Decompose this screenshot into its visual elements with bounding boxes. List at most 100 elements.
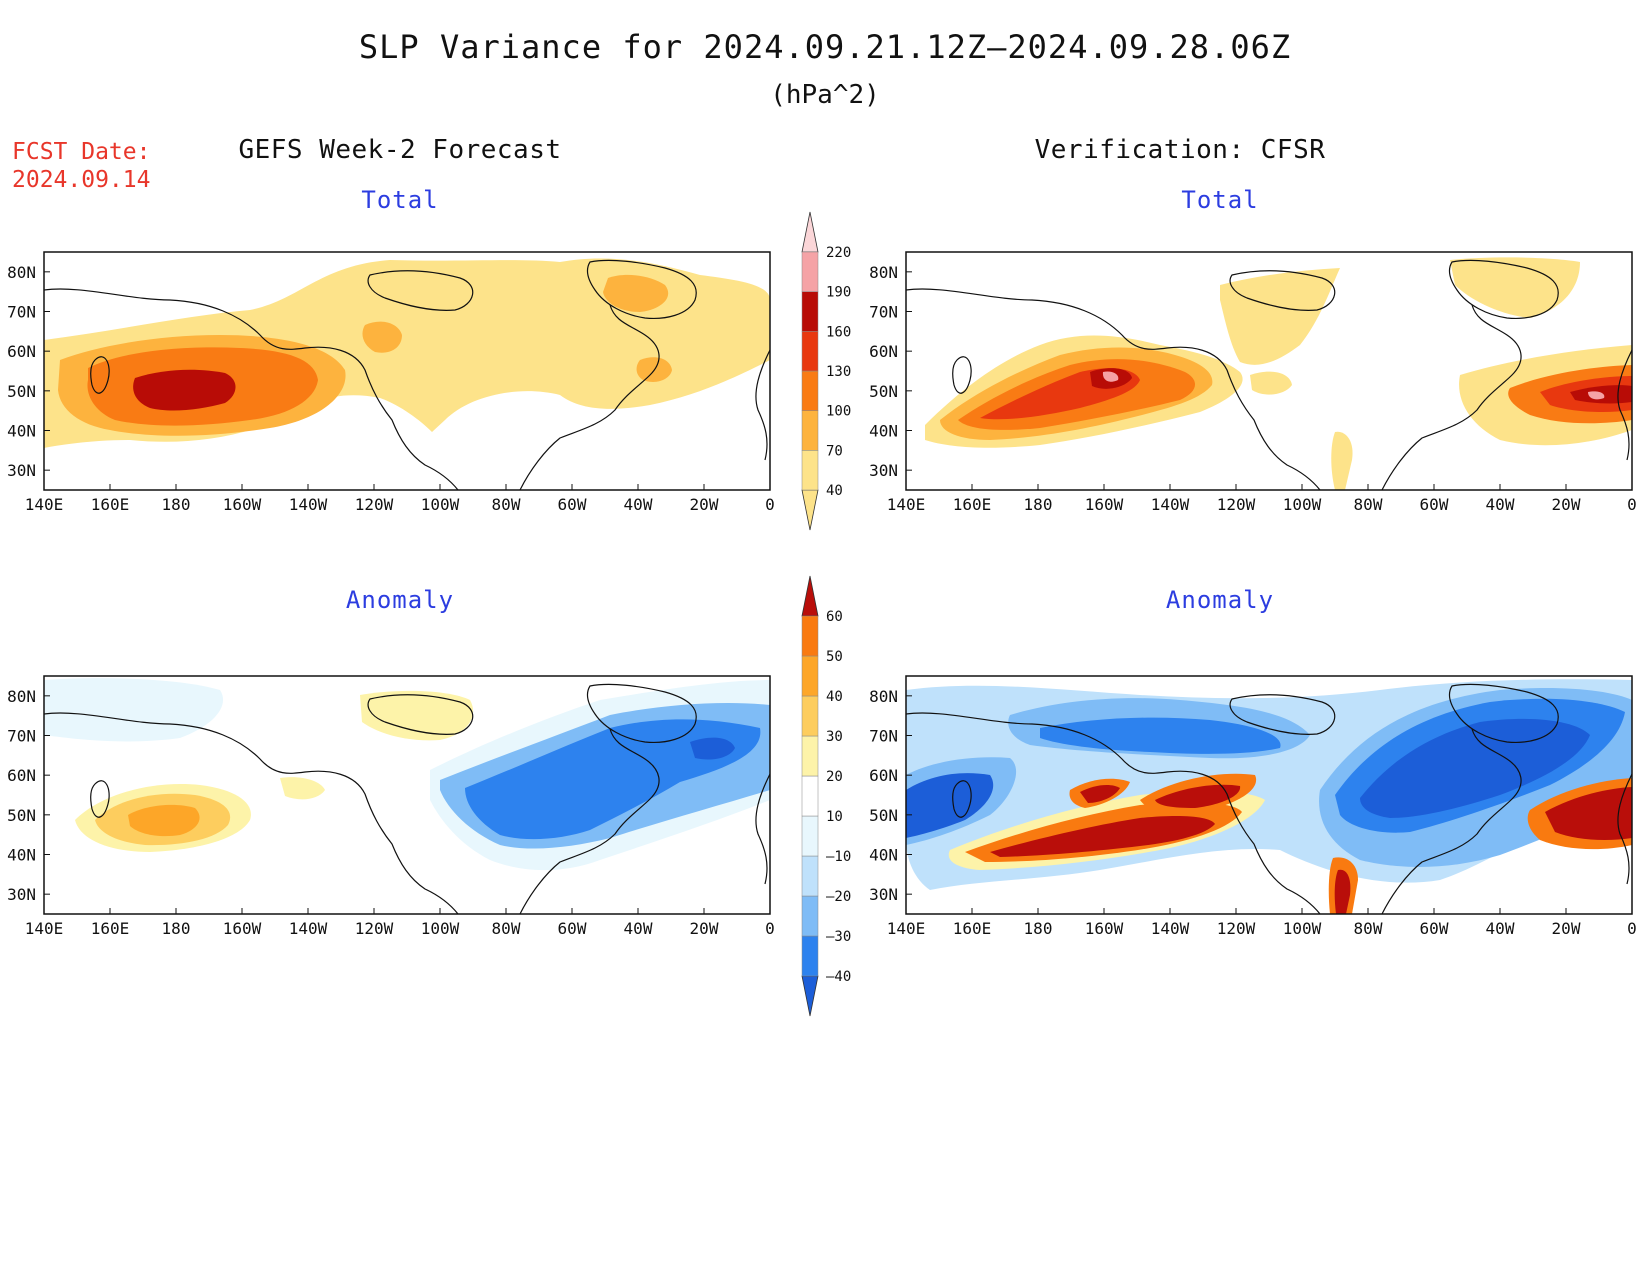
panel-title-verification-total: Total xyxy=(1181,186,1259,214)
axis-labels: 80N 70N 60N 50N 40N 30N 140E 160E 180 160W 140W 120… xyxy=(7,263,1637,938)
lat-label: 70N xyxy=(7,303,36,322)
shading-190-220-atlantic xyxy=(1588,391,1605,400)
lat-label: 60N xyxy=(869,766,898,785)
lon-label: 0 xyxy=(765,495,775,514)
lon-label: 160W xyxy=(223,919,262,938)
colorbar-box xyxy=(801,735,819,777)
lon-label: 140E xyxy=(887,495,926,514)
lon-label: 160W xyxy=(1085,495,1124,514)
lat-label: 30N xyxy=(7,885,36,904)
lat-label: 60N xyxy=(7,766,36,785)
lon-label: 180 xyxy=(1024,919,1053,938)
frame-verification-total xyxy=(905,251,1633,491)
lat-label: 40N xyxy=(7,846,36,865)
colorbar-box xyxy=(801,695,819,737)
lon-label: 160E xyxy=(953,495,992,514)
colorbar-level-label: –30 xyxy=(826,929,851,945)
lon-label: 100W xyxy=(421,495,460,514)
colorbar-box xyxy=(801,895,819,937)
lon-label: 160E xyxy=(953,919,992,938)
lon-label: 20W xyxy=(690,919,719,938)
shading-neg40-atlantic xyxy=(690,737,735,760)
lat-label: 80N xyxy=(7,263,36,282)
colorbar-arrow-top xyxy=(801,211,819,253)
colorbar-box xyxy=(801,855,819,897)
colorbar-level-label: –40 xyxy=(826,969,851,985)
lon-label: 40W xyxy=(1486,495,1515,514)
lon-label: 180 xyxy=(162,919,191,938)
lon-label: 140W xyxy=(289,495,328,514)
shading-40-70-arctic xyxy=(1220,268,1340,365)
lon-label: 140E xyxy=(25,495,64,514)
colorbar-anomaly: –40 –30 –20 –10 10 20 30 40 50 60 xyxy=(801,575,851,1017)
shading-neg30-arctic xyxy=(1040,717,1281,754)
lon-label: 160W xyxy=(223,495,262,514)
lon-label: 120W xyxy=(1217,919,1256,938)
lat-label: 80N xyxy=(869,687,898,706)
fcst-date-label: FCST Date: xyxy=(12,139,151,165)
lon-label: 180 xyxy=(1024,495,1053,514)
colorbar-box xyxy=(801,615,819,657)
colorbar-level-label: 220 xyxy=(826,245,851,261)
lon-label: 0 xyxy=(1627,919,1637,938)
colorbar-level-label: 160 xyxy=(826,324,851,340)
colorbar-box xyxy=(801,935,819,977)
lon-label: 140E xyxy=(887,919,926,938)
shading-40-70-plains xyxy=(1250,371,1292,395)
colorbar-level-label: 100 xyxy=(826,404,851,420)
colorbar-box xyxy=(801,410,819,451)
lon-label: 140W xyxy=(1151,495,1190,514)
colorbar-level-label: 20 xyxy=(826,769,843,785)
frame-verification-anomaly xyxy=(905,675,1633,915)
lat-label: 80N xyxy=(869,263,898,282)
lon-label: 20W xyxy=(1552,919,1581,938)
colorbar-arrow-bottom xyxy=(801,489,819,531)
colorbar-level-label: 50 xyxy=(826,649,843,665)
colorbar-total: 40 70 100 130 160 190 220 xyxy=(801,211,851,531)
lon-label: 40W xyxy=(1486,919,1515,938)
coastline-top-left xyxy=(44,259,770,490)
lat-label: 40N xyxy=(869,846,898,865)
shading-pos60-gulf xyxy=(1334,869,1351,914)
lon-label: 120W xyxy=(355,495,394,514)
lat-label: 80N xyxy=(7,687,36,706)
coastline-bottom-right xyxy=(906,683,1632,914)
map-forecast-anomaly xyxy=(44,676,770,914)
shading-pos60-eastpac xyxy=(990,816,1215,857)
colorbar-box xyxy=(801,775,819,817)
lon-label: 60W xyxy=(1420,495,1449,514)
forecast-column-title: GEFS Week-2 Forecast xyxy=(238,135,562,165)
colorbar-box xyxy=(801,815,819,857)
lon-label: 160E xyxy=(91,495,130,514)
lat-label: 50N xyxy=(7,806,36,825)
lon-label: 80W xyxy=(1354,919,1383,938)
colorbar-level-label: 70 xyxy=(826,443,843,459)
colorbar-box xyxy=(801,450,819,491)
colorbar-level-label: 10 xyxy=(826,809,843,825)
units-label: (hPa^2) xyxy=(770,80,880,110)
lon-label: 40W xyxy=(624,495,653,514)
lat-label: 50N xyxy=(869,806,898,825)
fcst-date-block: FCST Date: 2024.09.14 xyxy=(12,138,150,194)
map-verification-anomaly xyxy=(906,676,1632,914)
colorbar-level-label: 130 xyxy=(826,364,851,380)
lon-label: 120W xyxy=(1217,495,1256,514)
colorbar-level-label: –20 xyxy=(826,889,851,905)
colorbar-arrow-bottom xyxy=(801,975,819,1017)
verification-column-title: Verification: CFSR xyxy=(1034,135,1326,165)
shading-neg30-atlantic xyxy=(465,719,761,840)
coastline-top-right xyxy=(906,259,1632,490)
panel-title-forecast-total: Total xyxy=(361,186,439,214)
lon-label: 100W xyxy=(1283,919,1322,938)
colorbar-level-label: 30 xyxy=(826,729,843,745)
shading-70-100-canada xyxy=(362,321,402,353)
lon-label: 140E xyxy=(25,919,64,938)
lat-label: 30N xyxy=(7,461,36,480)
shading-190-220-pacific xyxy=(1102,371,1119,382)
lat-label: 60N xyxy=(7,342,36,361)
shading-neg40-atlantic xyxy=(1360,718,1590,818)
shading-pos60-atlantic xyxy=(1545,787,1632,840)
lon-label: 80W xyxy=(1354,495,1383,514)
lon-label: 0 xyxy=(765,919,775,938)
